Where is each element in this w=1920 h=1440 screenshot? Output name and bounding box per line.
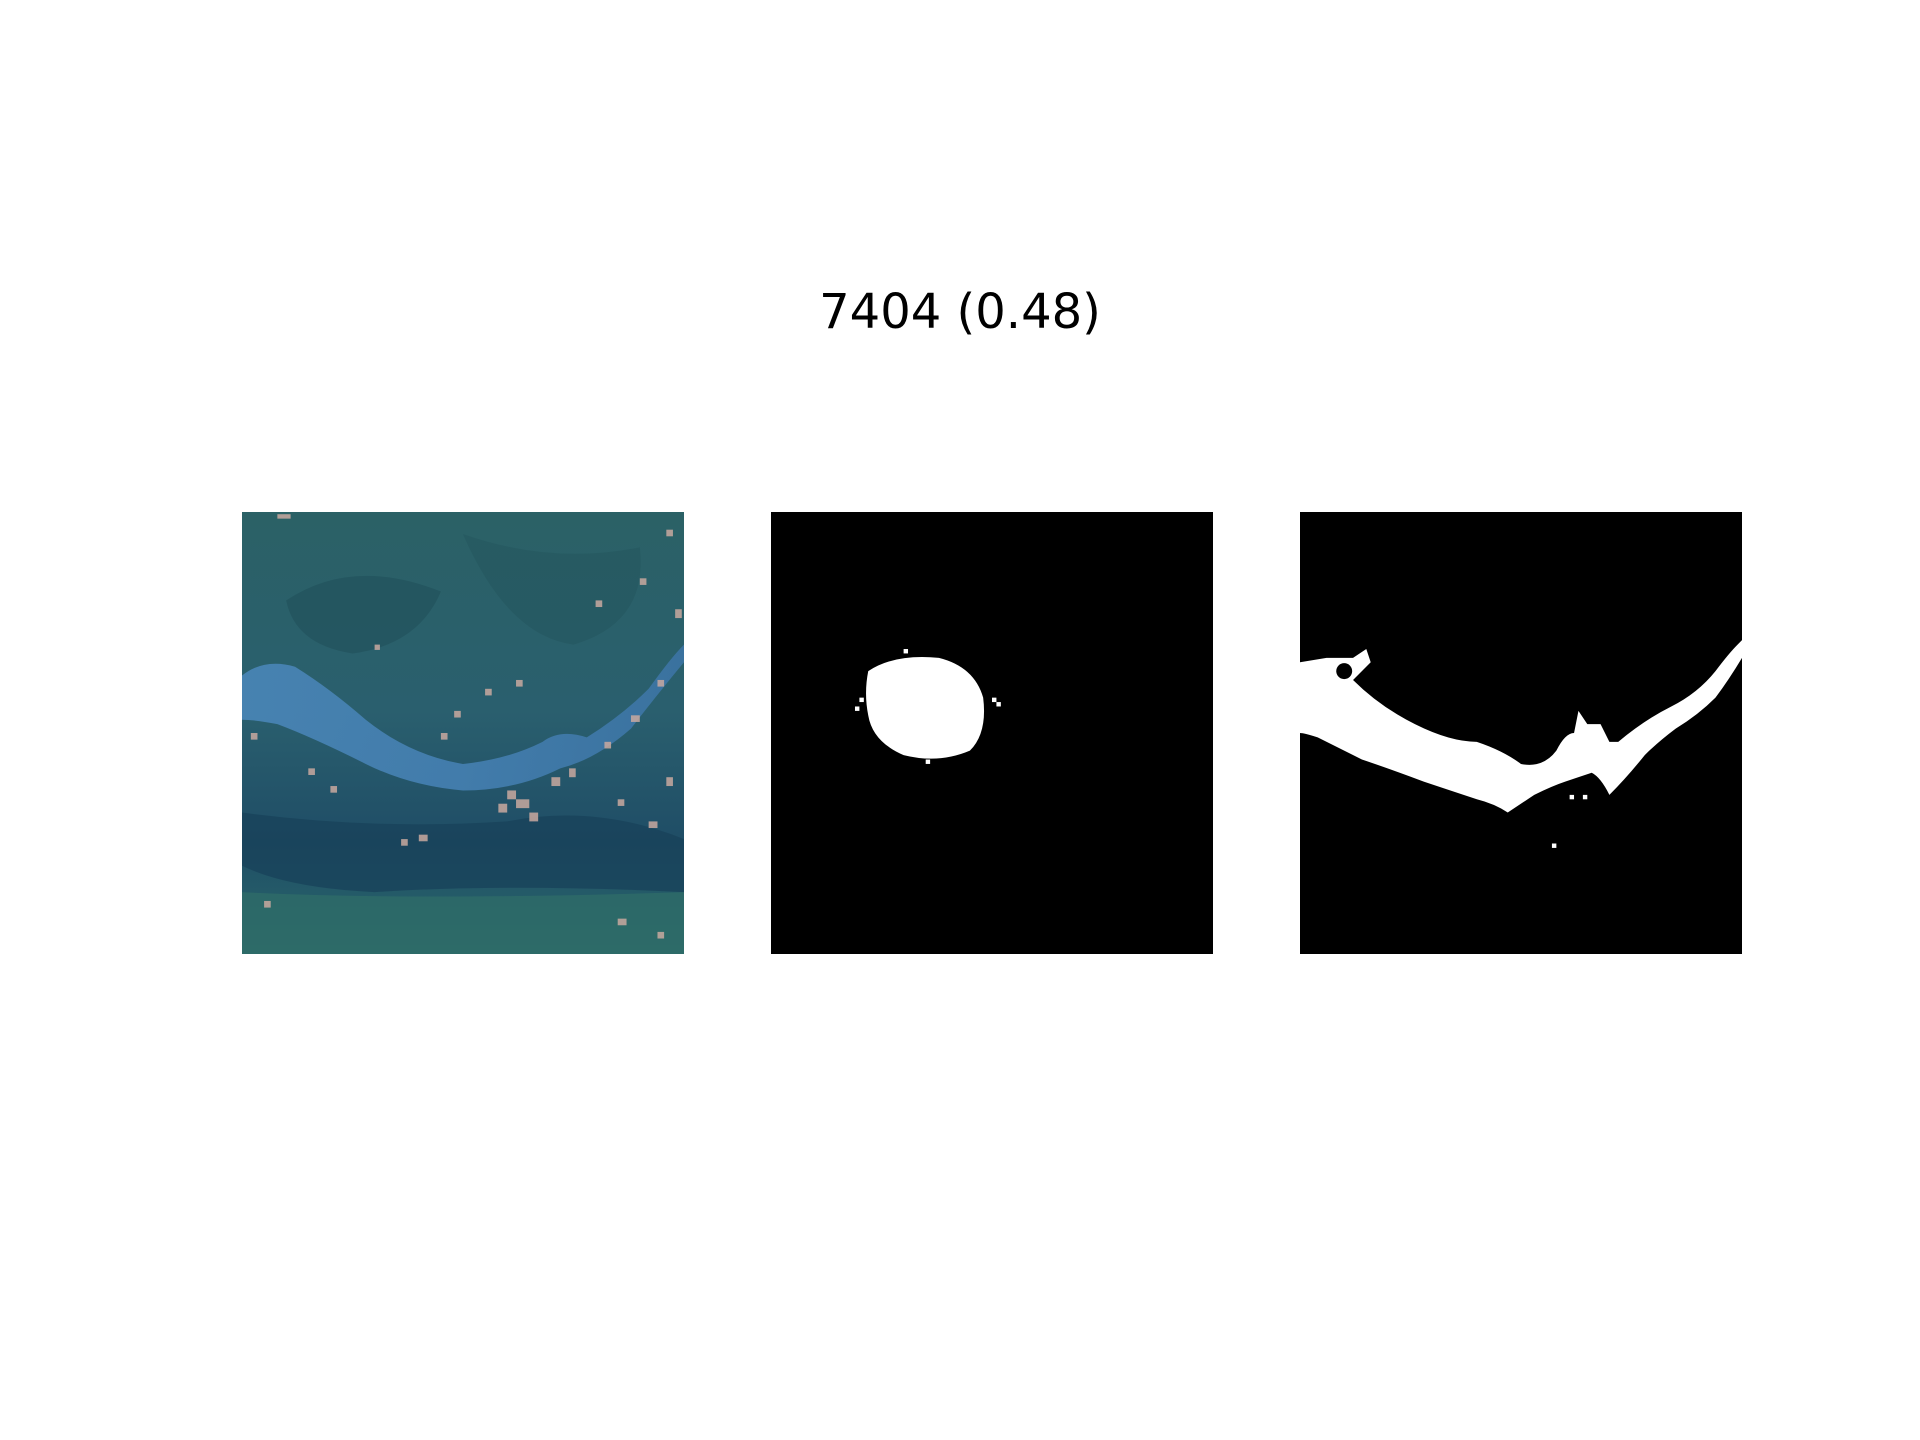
figure-title: 7404 (0.48) xyxy=(819,284,1101,340)
river-mask xyxy=(1300,640,1742,813)
satellite-image xyxy=(242,512,684,954)
mask-noise xyxy=(1551,794,1588,848)
mask-background xyxy=(771,512,1213,954)
forest-ridge xyxy=(463,534,641,645)
forest-ridge xyxy=(242,892,684,954)
river xyxy=(242,644,684,791)
predicted-mask-panel xyxy=(771,512,1213,954)
ground-truth-mask-panel xyxy=(1300,512,1742,954)
mask-noise xyxy=(854,649,1001,764)
satellite-image-panel xyxy=(242,512,684,954)
mask-hole xyxy=(1336,663,1353,680)
ground-truth-mask xyxy=(1300,512,1742,954)
predicted-mask xyxy=(771,512,1213,954)
forest-ridge xyxy=(286,575,441,654)
mask-blob xyxy=(866,656,985,759)
forest-ridge xyxy=(242,812,684,893)
speckles xyxy=(250,514,682,939)
